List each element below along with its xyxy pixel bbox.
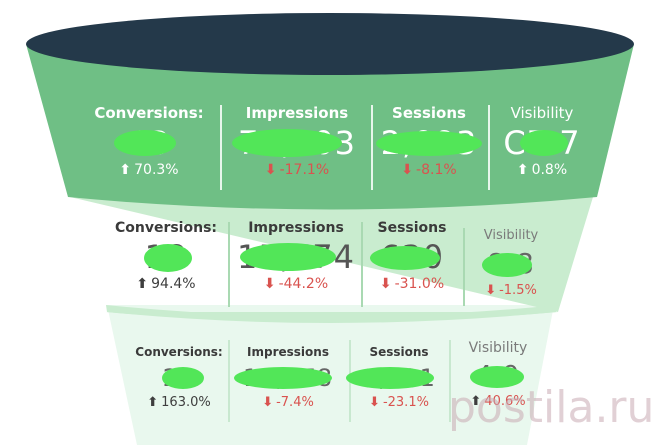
tier2-impressions: Impressions 15,774 ⬇-44.2%: [234, 220, 358, 292]
change-text: -44.2%: [278, 276, 329, 292]
metric-label: Visibility: [468, 340, 528, 356]
arrow-up-icon: ⬆: [470, 394, 482, 409]
tier1-visibility: Visibility C7.7 ⬆0.8%: [494, 104, 590, 178]
redaction-scribble: [520, 130, 568, 156]
watermark-text: postila.ru: [448, 382, 655, 433]
divider: [228, 340, 230, 422]
arrow-down-icon: ⬇: [369, 395, 380, 410]
arrow-down-icon: ⬇: [263, 276, 276, 292]
arrow-up-icon: ⬆: [516, 162, 529, 178]
metric-value-redacted: 1,121: [346, 363, 446, 393]
metric-value-redacted: 15,774: [234, 240, 358, 274]
arrow-up-icon: ⬆: [147, 395, 159, 410]
metric-label: Conversions:: [94, 104, 204, 122]
redaction-scribble: [114, 130, 176, 156]
divider: [449, 340, 451, 422]
redaction-scribble: [234, 367, 332, 389]
tier2-sessions: Sessions 630 ⬇-31.0%: [364, 220, 460, 292]
arrow-down-icon: ⬇: [485, 283, 497, 298]
change-text: -31.0%: [394, 276, 445, 292]
metric-change: ⬇ -44.2%: [234, 276, 358, 292]
arrow-up-icon: ⬆: [119, 162, 132, 178]
metric-value-redacted: 71,303: [226, 126, 368, 160]
metric-label: Sessions: [377, 220, 447, 236]
tier1-sessions: Sessions 2,093 ⬇-8.1%: [374, 104, 484, 178]
metric-change: ⬇ -8.1%: [374, 162, 484, 178]
tier3-visibility: Visibility 4.9 ⬆40.6%: [454, 340, 542, 409]
tier1-conversions: Conversions: 63 ⬆70.3%: [86, 104, 212, 178]
metric-change: ⬆ 70.3%: [86, 162, 212, 178]
metric-label: Impressions: [248, 220, 344, 236]
metric-value-redacted: 18: [108, 240, 224, 274]
metric-label: Conversions:: [135, 345, 223, 359]
funnel-tier-2: [70, 197, 593, 322]
arrow-down-icon: ⬇: [264, 162, 277, 178]
divider: [463, 228, 465, 306]
change-text: 40.6%: [484, 394, 526, 409]
tier2-visibility: Visibility 8.8 ⬇-1.5%: [468, 228, 554, 298]
funnel-top-rim: [26, 13, 634, 75]
divider: [488, 105, 490, 190]
change-text: -23.1%: [382, 395, 429, 410]
metric-label: Conversions:: [114, 220, 218, 236]
metric-value-redacted: 63: [86, 126, 212, 160]
redaction-scribble: [162, 367, 204, 389]
tier2-conversions: Conversions: 18 ⬆94.4%: [108, 220, 224, 292]
redaction-scribble: [376, 131, 482, 156]
change-text: 94.4%: [151, 276, 196, 292]
change-text: -17.1%: [279, 162, 330, 178]
metric-value-redacted: 15,778: [232, 363, 344, 393]
change-text: -7.4%: [276, 395, 314, 410]
funnel-tier-1: [26, 44, 634, 210]
divider: [220, 105, 222, 190]
metric-change: ⬇ -7.4%: [232, 395, 344, 410]
change-text: 0.8%: [531, 162, 568, 178]
metric-label: Sessions: [392, 104, 466, 122]
metric-change: ⬆ 94.4%: [108, 276, 224, 292]
metric-label: Visibility: [483, 228, 539, 243]
metric-value-redacted: 26: [132, 363, 226, 393]
metric-change: ⬇ -1.5%: [468, 283, 554, 298]
change-text: -1.5%: [499, 283, 537, 298]
metric-change: ⬇ -23.1%: [352, 395, 446, 410]
divider: [371, 105, 373, 190]
metric-value-redacted: 4.9: [454, 360, 542, 392]
arrow-up-icon: ⬆: [136, 276, 149, 292]
tier3-impressions: Impressions 15,778 ⬇-7.4%: [232, 345, 344, 410]
metric-change: ⬇ -17.1%: [226, 162, 368, 178]
metric-value-redacted: 8.8: [468, 247, 554, 281]
metric-change: ⬆ 0.8%: [494, 162, 590, 178]
metric-label: Impressions: [247, 345, 329, 359]
metric-change: ⬆ 40.6%: [454, 394, 542, 409]
redaction-scribble: [370, 246, 440, 270]
redaction-scribble: [470, 366, 524, 388]
metric-label: Visibility: [510, 104, 574, 122]
change-text: -8.1%: [416, 162, 457, 178]
tier1-impressions: Impressions 71,303 ⬇-17.1%: [226, 104, 368, 178]
change-text: 163.0%: [161, 395, 211, 410]
metric-value-redacted: C7.7: [494, 126, 590, 160]
metric-label: Sessions: [369, 345, 429, 359]
funnel-tier-2-bottom-curve: [106, 305, 558, 323]
divider: [361, 222, 363, 307]
redaction-scribble: [482, 253, 532, 277]
metric-label: Impressions: [245, 104, 349, 122]
metric-value-redacted: 630: [364, 240, 460, 274]
redaction-scribble: [346, 367, 434, 389]
metric-value-redacted: 2,093: [374, 126, 484, 160]
watermark-logo: postila.ru: [448, 382, 654, 433]
redaction-scribble: [240, 243, 336, 271]
metric-change: ⬇ -31.0%: [364, 276, 460, 292]
tier3-conversions: Conversions: 26 ⬆163.0%: [132, 345, 226, 410]
redaction-scribble: [144, 244, 192, 272]
arrow-down-icon: ⬇: [262, 395, 274, 410]
arrow-down-icon: ⬇: [401, 162, 414, 178]
redaction-scribble: [232, 129, 342, 157]
tier3-sessions: Sessions 1,121 ⬇-23.1%: [346, 345, 446, 410]
metric-change: ⬆ 163.0%: [132, 395, 226, 410]
change-text: 70.3%: [134, 162, 179, 178]
arrow-down-icon: ⬇: [379, 276, 392, 292]
divider: [228, 222, 230, 307]
